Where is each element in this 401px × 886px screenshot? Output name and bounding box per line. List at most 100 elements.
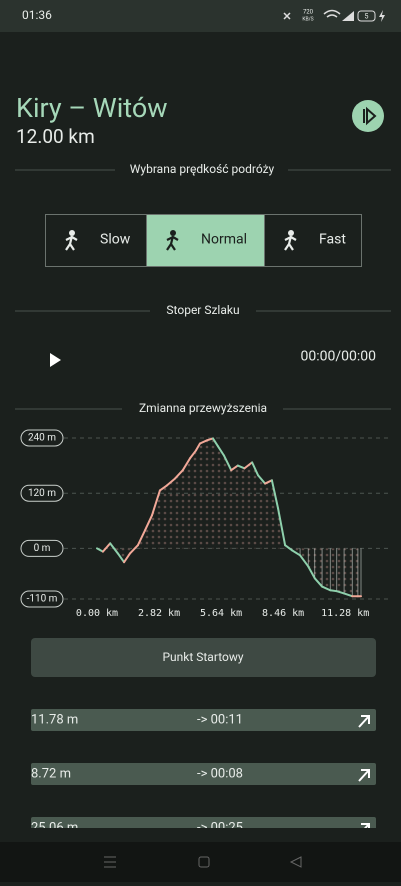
elevation-line	[236, 464, 246, 470]
elevation-line	[277, 507, 287, 547]
elevation-line	[257, 474, 267, 485]
y-tick-label: 120 m	[28, 488, 56, 499]
elevation-line	[299, 554, 310, 568]
segment-time: -> 00:25	[197, 820, 243, 835]
elevation-line	[307, 565, 316, 580]
net-unit: KB/S	[302, 16, 313, 22]
icon-signal	[342, 11, 354, 21]
elevation-line	[290, 549, 302, 557]
segment-row[interactable]	[31, 709, 376, 731]
elevation-line	[181, 457, 192, 472]
icon-mute	[283, 12, 291, 20]
speed-option[interactable]	[264, 214, 362, 267]
icon-battery	[357, 10, 376, 22]
y-tick-label: 240 m	[28, 433, 56, 444]
elevation-line	[116, 552, 126, 564]
y-tick-pill	[20, 539, 64, 557]
route-title: Kiry – Witów	[16, 92, 168, 124]
y-tick-label: -110 m	[27, 594, 58, 605]
elevation-line	[109, 542, 119, 555]
elevation-line	[313, 577, 324, 588]
y-tick-pill	[20, 590, 64, 608]
icon-wifi	[323, 9, 341, 18]
segment-arrow	[358, 769, 370, 782]
speed-option-label: Slow	[100, 232, 131, 248]
elevation-line	[96, 547, 104, 553]
speed-icon	[288, 230, 294, 236]
segment-distance: 11.78 m	[31, 712, 78, 727]
battery-level: 5	[365, 12, 369, 20]
x-tick-label: 0.00 km	[76, 608, 118, 619]
elevation-line	[206, 437, 214, 442]
section-label: Stoper Szlaku	[166, 303, 239, 317]
elevation-line	[270, 479, 280, 510]
play-route-icon	[363, 106, 377, 126]
nav-menu[interactable]	[104, 856, 116, 868]
speed-icon	[69, 230, 75, 236]
stopwatch-play[interactable]	[50, 353, 61, 367]
elevation-line	[165, 477, 177, 487]
speed-icon	[170, 230, 176, 236]
x-tick-label: 11.28 km	[321, 608, 369, 619]
net-speed: 720	[303, 9, 314, 16]
speed-icon	[284, 235, 297, 251]
nav-back[interactable]	[289, 856, 302, 868]
y-tick-pill	[20, 484, 64, 502]
speed-option-label: Fast	[319, 232, 346, 248]
elevation-line	[321, 585, 332, 592]
segment-time: -> 00:11	[197, 712, 243, 727]
speed-icon	[166, 235, 179, 251]
elevation-line	[335, 590, 346, 595]
elevation-line	[251, 461, 260, 477]
elevation-line	[264, 479, 273, 485]
elevation-line	[230, 464, 239, 472]
elevation-line	[136, 529, 146, 547]
elevation-line	[211, 437, 219, 448]
section-label: Wybrana prędkość podróży	[130, 162, 275, 176]
elevation-line	[222, 454, 233, 472]
segment-row[interactable]	[31, 763, 376, 785]
segment-list: 11.78 m -> 00:11 8.72 m -> 00:08 25.06 m -> 0…	[31, 709, 376, 839]
elevation-line	[129, 544, 139, 555]
elevation-line	[217, 445, 225, 457]
y-tick-label: 0 m	[34, 543, 51, 554]
start-button-label: Punkt Startowy	[162, 650, 243, 664]
segment-row[interactable]	[31, 817, 376, 839]
status-time: 01:36	[22, 8, 52, 22]
elevation-line	[343, 592, 354, 598]
segment-distance: 25.06 m	[31, 820, 78, 835]
elevation-chart: 240 m 120 m 0 m -110 m 0.00 km 2.82 km 5.64 km…	[20, 429, 391, 619]
x-tick-label: 8.46 km	[262, 608, 304, 619]
stopwatch-time: 00:00/00:00	[300, 349, 376, 365]
icon-charging	[379, 10, 385, 22]
segment-time: -> 00:08	[197, 766, 243, 781]
speed-icon	[65, 235, 78, 251]
elevation-line	[195, 442, 201, 452]
segment-arrow	[358, 715, 370, 728]
y-tick-pill	[20, 429, 64, 447]
segment-arrow	[361, 823, 370, 828]
elevation-line	[151, 489, 161, 517]
speed-toggle: Slow Normal Fast	[45, 214, 362, 267]
elevation-area	[97, 438, 361, 597]
route-distance: 12.00 km	[16, 125, 95, 148]
elevation-line	[101, 542, 112, 553]
x-tick-label: 5.64 km	[200, 608, 242, 619]
elevation-line	[284, 544, 293, 552]
elevation-line	[174, 469, 184, 480]
x-tick-label: 2.82 km	[138, 608, 180, 619]
chart-title: Zmianna przewyższenia	[139, 401, 267, 415]
elevation-line	[198, 439, 208, 445]
elevation-line	[158, 484, 168, 492]
elevation-line	[329, 589, 338, 593]
nav-bar	[0, 842, 401, 882]
speed-option[interactable]	[146, 214, 265, 267]
elevation-line	[143, 514, 153, 532]
nav-home[interactable]	[198, 856, 210, 868]
elevation-line	[243, 461, 254, 470]
speed-option-label: Normal	[201, 232, 247, 248]
start-button[interactable]	[31, 638, 376, 677]
elevation-line	[123, 552, 131, 564]
